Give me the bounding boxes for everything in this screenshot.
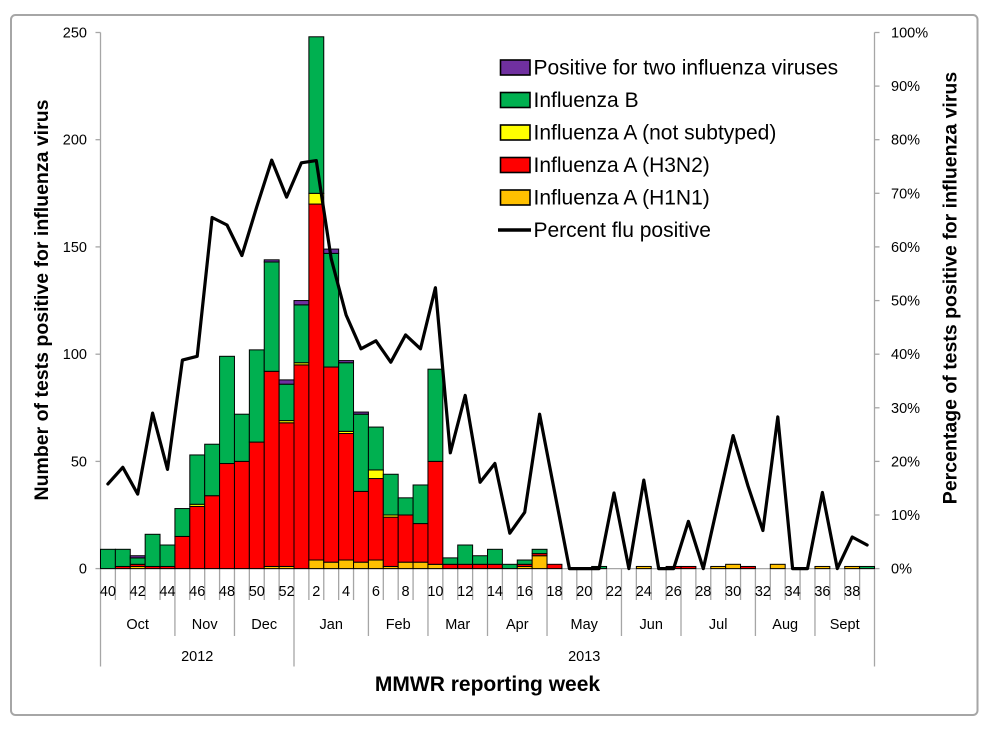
svg-text:48: 48 — [219, 584, 235, 600]
svg-text:10%: 10% — [891, 508, 920, 524]
svg-text:2: 2 — [312, 584, 320, 600]
svg-text:Nov: Nov — [192, 617, 219, 633]
svg-text:10: 10 — [427, 584, 443, 600]
svg-text:22: 22 — [606, 584, 622, 600]
svg-text:20%: 20% — [891, 454, 920, 470]
svg-text:0%: 0% — [891, 562, 912, 578]
svg-text:16: 16 — [517, 584, 533, 600]
svg-text:Jun: Jun — [640, 617, 663, 633]
svg-text:Feb: Feb — [386, 617, 411, 633]
svg-text:Jul: Jul — [709, 617, 728, 633]
svg-text:40: 40 — [100, 584, 116, 600]
svg-text:90%: 90% — [891, 79, 920, 95]
svg-text:Positive for two influenza vir: Positive for two influenza viruses — [534, 57, 839, 80]
svg-text:MMWR reporting week: MMWR reporting week — [375, 673, 600, 696]
svg-text:2013: 2013 — [568, 649, 600, 665]
svg-text:100: 100 — [63, 347, 87, 363]
svg-text:70%: 70% — [891, 186, 920, 202]
svg-text:40%: 40% — [891, 347, 920, 363]
svg-text:28: 28 — [695, 584, 711, 600]
svg-text:150: 150 — [63, 240, 87, 256]
svg-text:250: 250 — [63, 26, 87, 42]
svg-text:12: 12 — [457, 584, 473, 600]
svg-text:Influenza A (H1N1): Influenza A (H1N1) — [534, 187, 710, 210]
svg-text:2012: 2012 — [181, 649, 213, 665]
svg-text:Apr: Apr — [506, 617, 529, 633]
svg-text:Influenza A (H3N2): Influenza A (H3N2) — [534, 154, 710, 177]
svg-text:Aug: Aug — [772, 617, 798, 633]
svg-text:44: 44 — [159, 584, 175, 600]
svg-text:50: 50 — [249, 584, 265, 600]
svg-text:34: 34 — [785, 584, 801, 600]
svg-text:26: 26 — [666, 584, 682, 600]
svg-text:50%: 50% — [891, 294, 920, 310]
svg-text:36: 36 — [814, 584, 830, 600]
svg-text:32: 32 — [755, 584, 771, 600]
svg-text:50: 50 — [71, 454, 87, 470]
svg-text:Percent flu positive: Percent flu positive — [534, 219, 711, 242]
svg-text:18: 18 — [546, 584, 562, 600]
svg-text:60%: 60% — [891, 240, 920, 256]
svg-text:4: 4 — [342, 584, 350, 600]
svg-text:Jan: Jan — [320, 617, 343, 633]
svg-text:8: 8 — [402, 584, 410, 600]
svg-text:Percentage of tests positive f: Percentage of tests positive for influen… — [940, 72, 962, 505]
svg-text:30: 30 — [725, 584, 741, 600]
svg-text:0: 0 — [79, 562, 87, 578]
svg-text:Influenza A (not subtyped): Influenza A (not subtyped) — [534, 122, 777, 145]
svg-text:14: 14 — [487, 584, 503, 600]
svg-text:Oct: Oct — [126, 617, 149, 633]
svg-text:Influenza B: Influenza B — [534, 89, 639, 112]
svg-text:80%: 80% — [891, 133, 920, 149]
svg-text:100%: 100% — [891, 26, 928, 42]
svg-text:Sept: Sept — [830, 617, 860, 633]
svg-text:46: 46 — [189, 584, 205, 600]
svg-text:May: May — [570, 617, 598, 633]
svg-text:200: 200 — [63, 133, 87, 149]
svg-text:24: 24 — [636, 584, 652, 600]
svg-text:Number of tests positive for i: Number of tests positive for influenza v… — [31, 99, 53, 500]
svg-text:30%: 30% — [891, 401, 920, 417]
svg-text:20: 20 — [576, 584, 592, 600]
svg-text:42: 42 — [130, 584, 146, 600]
svg-text:6: 6 — [372, 584, 380, 600]
svg-text:52: 52 — [279, 584, 295, 600]
svg-text:Mar: Mar — [445, 617, 470, 633]
svg-text:Dec: Dec — [251, 617, 277, 633]
svg-text:38: 38 — [844, 584, 860, 600]
